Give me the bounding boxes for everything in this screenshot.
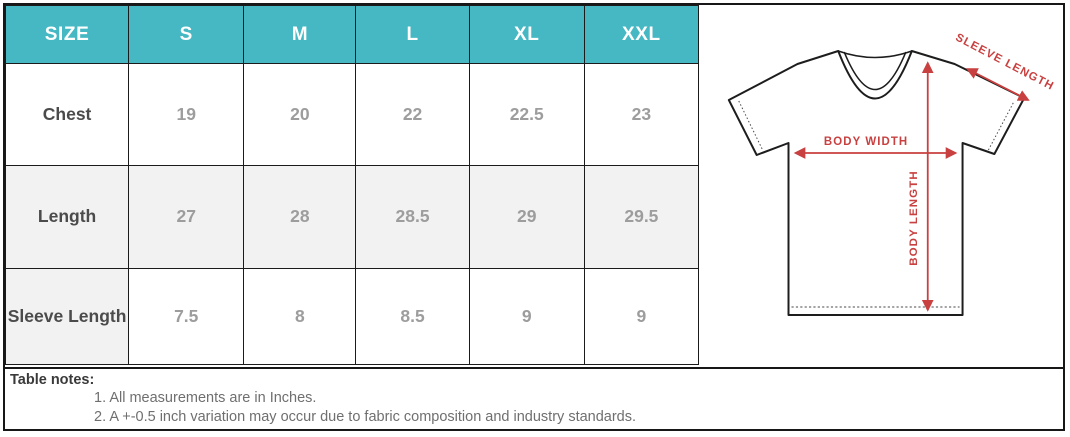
header-cell-s: S [128, 5, 245, 64]
cell-length-xxl: 29.5 [583, 165, 700, 269]
cell-sleeve-xxl: 9 [583, 267, 700, 366]
header-cell-xl: XL [468, 5, 585, 64]
cell-chest-xl: 22.5 [468, 62, 585, 167]
cell-length-m: 28 [243, 165, 357, 269]
row-label-chest: Chest [4, 62, 130, 167]
row-label-length: Length [4, 165, 130, 269]
header-cell-m: M [243, 5, 357, 64]
body-length-label: BODY LENGTH [908, 170, 920, 265]
table-note-2: 2. A +-0.5 inch variation may occur due … [94, 409, 637, 425]
cell-chest-l: 22 [355, 62, 470, 167]
tshirt-measurement-diagram: BODY WIDTH BODY LENGTH SLEEVE LENGTH [699, 5, 1063, 367]
cell-sleeve-m: 8 [243, 267, 357, 366]
tshirt-outline-icon [727, 50, 1026, 316]
tshirt-diagram-svg: BODY WIDTH BODY LENGTH SLEEVE LENGTH [727, 32, 1056, 316]
table-note-1: 1. All measurements are in Inches. [94, 390, 317, 406]
size-chart-panel: SIZE S M L XL XXL Chest 19 20 22 22.5 23 [3, 3, 1065, 431]
cell-sleeve-xl: 9 [468, 267, 585, 366]
header-cell-l: L [355, 5, 470, 64]
table-row-length: Length 27 28 28.5 29 29.5 [4, 165, 700, 269]
table-row-chest: Chest 19 20 22 22.5 23 [4, 62, 700, 167]
cell-chest-s: 19 [128, 62, 245, 167]
row-label-sleeve-length: Sleeve Length [4, 267, 130, 366]
cell-sleeve-l: 8.5 [355, 267, 470, 366]
cell-chest-xxl: 23 [583, 62, 700, 167]
header-cell-xxl: XXL [583, 5, 700, 64]
table-notes: Table notes: 1. All measurements are in … [5, 367, 1063, 429]
size-table-header: SIZE S M L XL XXL [4, 5, 700, 64]
size-table: SIZE S M L XL XXL Chest 19 20 22 22.5 23 [4, 5, 700, 366]
cell-chest-m: 20 [243, 62, 357, 167]
body-width-label: BODY WIDTH [824, 136, 908, 148]
left-sleeve-seam [738, 100, 764, 151]
cell-length-xl: 29 [468, 165, 585, 269]
cell-sleeve-s: 7.5 [128, 267, 245, 366]
sleeve-length-arrow [965, 68, 1030, 101]
table-notes-title: Table notes: [10, 372, 95, 388]
cell-length-l: 28.5 [355, 165, 470, 269]
chart-main-row: SIZE S M L XL XXL Chest 19 20 22 22.5 23 [4, 5, 1063, 367]
header-cell-size: SIZE [4, 5, 130, 64]
cell-length-s: 27 [128, 165, 245, 269]
table-row-sleeve-length: Sleeve Length 7.5 8 8.5 9 9 [4, 267, 700, 366]
